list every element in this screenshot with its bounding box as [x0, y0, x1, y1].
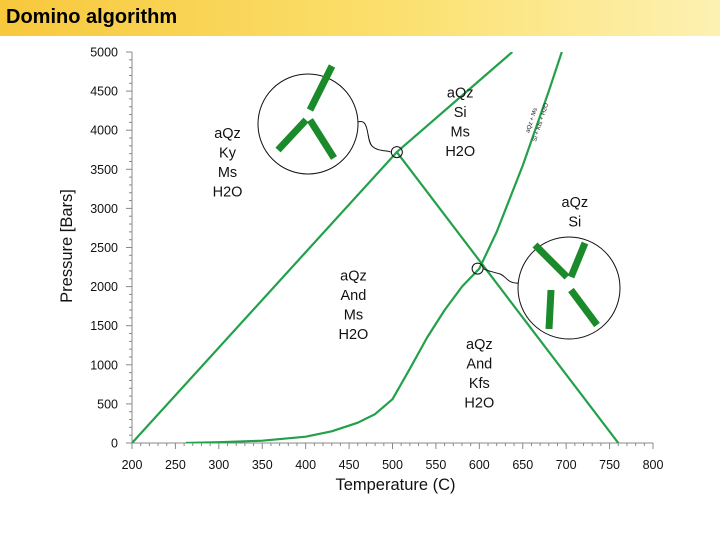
domino-inset-lower-bar: [568, 287, 600, 328]
field-label: aQz: [447, 85, 474, 101]
reaction-line-3: [185, 52, 563, 443]
domino-inset-lower-bar: [532, 242, 570, 280]
field-label: Kfs: [469, 376, 490, 392]
y-tick-label: 500: [97, 397, 118, 411]
x-tick-label: 550: [425, 458, 446, 472]
invariant-point-marker: [471, 262, 484, 275]
y-tick-label: 1500: [90, 319, 118, 333]
field-label: Si: [568, 214, 581, 230]
x-tick-label: 600: [469, 458, 490, 472]
y-tick-label: 2000: [90, 280, 118, 294]
field-label: And: [466, 357, 492, 373]
y-axis-label: Pressure [Bars]: [58, 189, 76, 303]
field-label: Ms: [344, 307, 363, 323]
x-axis-label: Temperature (C): [335, 476, 455, 494]
y-tick-label: 5000: [90, 46, 118, 60]
y-tick-label: 4500: [90, 85, 118, 99]
field-label: Si: [454, 105, 467, 121]
x-tick-label: 500: [382, 458, 403, 472]
x-tick-label: 750: [599, 458, 620, 472]
field-label: aQz: [562, 195, 589, 211]
y-tick-label: 0: [111, 437, 118, 451]
domino-inset-upper-bar: [275, 117, 309, 153]
field-label: And: [341, 288, 367, 304]
field-label: Ms: [218, 165, 237, 181]
field-label: aQz: [340, 268, 367, 284]
domino-inset-lower-bar: [545, 289, 555, 330]
domino-inset-upper-circle: [257, 73, 359, 175]
x-tick-label: 200: [122, 458, 143, 472]
x-tick-label: 400: [295, 458, 316, 472]
field-label: H2O: [445, 144, 475, 160]
field-label: H2O: [464, 396, 494, 412]
y-tick-label: 3000: [90, 202, 118, 216]
y-tick-label: 4000: [90, 124, 118, 138]
field-label: aQz: [214, 126, 241, 142]
domino-inset-upper-bar: [306, 64, 336, 112]
domino-inset-lower-bar: [567, 241, 589, 279]
x-tick-label: 300: [208, 458, 229, 472]
x-tick-label: 650: [512, 458, 533, 472]
x-tick-label: 800: [643, 458, 664, 472]
page-title: Domino algorithm: [6, 6, 178, 28]
inset-connector-lower: [483, 268, 519, 284]
inset-connector-upper: [357, 121, 392, 153]
phase-diagram-chart: 200 250 300 350 400 450 500 550 600 650 700 750 800 0…: [58, 46, 664, 495]
y-tick-label: 1000: [90, 358, 118, 372]
field-label: Ms: [451, 124, 470, 140]
domino-inset-lower-circle: [517, 236, 621, 340]
reaction-line-2: [395, 151, 620, 443]
x-tick-label: 700: [556, 458, 577, 472]
field-label: H2O: [339, 327, 369, 343]
field-label: Ky: [219, 146, 237, 162]
x-tick-label: 250: [165, 458, 186, 472]
domino-inset-upper-bar: [307, 118, 337, 160]
field-label: H2O: [213, 185, 243, 201]
title-bar: Domino algorithm: [0, 0, 720, 36]
y-tick-label: 2500: [90, 241, 118, 255]
field-label: aQz: [466, 337, 493, 353]
y-tick-label: 3500: [90, 163, 118, 177]
x-tick-label: 450: [339, 458, 360, 472]
invariant-point-marker: [390, 146, 403, 159]
x-tick-label: 350: [252, 458, 273, 472]
